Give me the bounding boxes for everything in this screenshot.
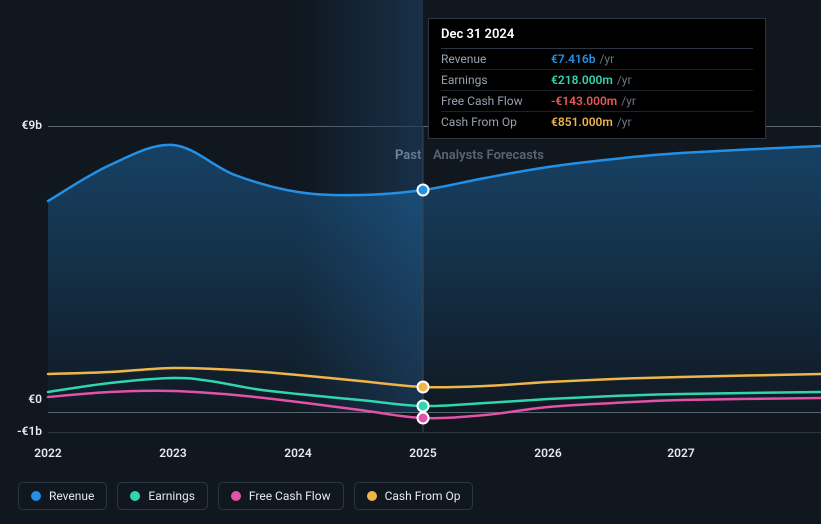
- tooltip-metric-value: €218.000m: [551, 73, 613, 87]
- legend-item-fcf[interactable]: Free Cash Flow: [218, 482, 344, 510]
- cash_from_op-marker-dot: [418, 382, 429, 393]
- tooltip-metric-value: €7.416b: [551, 52, 595, 66]
- tooltip-metric-label: Earnings: [441, 73, 551, 87]
- tooltip-metric-unit: /yr: [617, 73, 632, 87]
- legend-dot-icon: [367, 491, 377, 501]
- legend-dot-icon: [231, 491, 241, 501]
- legend-label: Revenue: [49, 489, 94, 503]
- legend-dot-icon: [31, 491, 41, 501]
- chart-tooltip: Dec 31 2024 Revenue€7.416b/yrEarnings€21…: [428, 18, 766, 139]
- legend-item-earnings[interactable]: Earnings: [117, 482, 208, 510]
- legend-item-revenue[interactable]: Revenue: [18, 482, 107, 510]
- tooltip-metric-label: Revenue: [441, 52, 551, 66]
- fcf-marker-dot: [418, 413, 429, 424]
- tooltip-row: Cash From Op€851.000m/yr: [441, 112, 753, 132]
- chart-legend: Revenue Earnings Free Cash Flow Cash From O…: [18, 482, 473, 510]
- tooltip-metric-unit: /yr: [621, 94, 636, 108]
- y-axis-label: €9b: [2, 118, 42, 132]
- revenue-marker-dot: [418, 185, 429, 196]
- legend-item-cash_from_op[interactable]: Cash From Op: [354, 482, 474, 510]
- legend-label: Earnings: [148, 489, 195, 503]
- legend-label: Cash From Op: [385, 489, 461, 503]
- earnings-marker-dot: [418, 401, 429, 412]
- legend-label: Free Cash Flow: [249, 489, 331, 503]
- tooltip-metric-value: -€143.000m: [551, 94, 617, 108]
- tooltip-date: Dec 31 2024: [441, 27, 753, 49]
- tooltip-row: Revenue€7.416b/yr: [441, 49, 753, 70]
- tooltip-metric-label: Free Cash Flow: [441, 94, 551, 108]
- tooltip-row: Free Cash Flow-€143.000m/yr: [441, 91, 753, 112]
- tooltip-metric-value: €851.000m: [551, 115, 613, 129]
- tooltip-metric-unit: /yr: [617, 115, 632, 129]
- tooltip-row: Earnings€218.000m/yr: [441, 70, 753, 91]
- y-axis-label: -€1b: [2, 424, 42, 438]
- tooltip-metric-label: Cash From Op: [441, 115, 551, 129]
- legend-dot-icon: [130, 491, 140, 501]
- tooltip-metric-unit: /yr: [599, 52, 614, 66]
- y-axis-label: €0: [2, 392, 42, 406]
